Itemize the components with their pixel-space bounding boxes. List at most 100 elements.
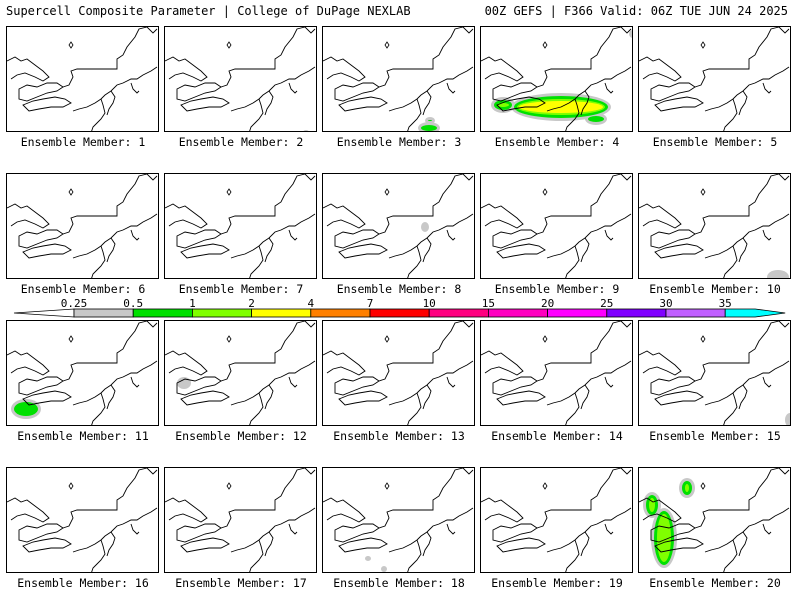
coastline <box>604 376 614 388</box>
ensemble-member-map <box>480 26 633 132</box>
diamond-marker-icon <box>384 41 390 49</box>
coastline <box>496 390 546 406</box>
coastline <box>565 245 580 278</box>
coastline <box>481 350 524 376</box>
ensemble-member-map <box>480 320 633 426</box>
coastline <box>650 376 696 396</box>
coastline <box>407 539 422 572</box>
scp-contour-area <box>428 120 432 121</box>
coastline <box>264 90 274 116</box>
colorbar-segment <box>73 308 134 318</box>
colorbar-segment <box>724 308 786 318</box>
colorbar-segment <box>547 308 608 318</box>
coastline <box>130 376 140 388</box>
diamond-marker-icon <box>226 41 232 49</box>
coastline <box>249 539 264 572</box>
coastline <box>176 376 222 396</box>
colorbar-tick-label: 7 <box>367 297 374 310</box>
coastline <box>481 203 524 229</box>
coastline <box>264 531 274 557</box>
coastline <box>7 56 50 82</box>
ensemble-member-map <box>164 467 317 573</box>
colorbar-tick-label: 30 <box>659 297 672 310</box>
coastline <box>536 27 632 88</box>
map-canvas <box>165 27 316 131</box>
scp-contour-area <box>632 33 633 35</box>
coastline <box>220 321 316 382</box>
coastline <box>22 390 72 406</box>
coastline <box>180 537 230 553</box>
coastline <box>338 96 388 112</box>
map-canvas <box>165 468 316 572</box>
diamond-marker-icon <box>542 335 548 343</box>
coastline <box>323 497 366 523</box>
map-canvas <box>323 174 474 278</box>
ensemble-member-label: Ensemble Member: 17 <box>175 576 307 590</box>
coastline <box>378 174 474 235</box>
coastline <box>18 82 64 102</box>
coastline <box>446 82 456 94</box>
diamond-marker-icon <box>700 482 706 490</box>
ensemble-member-label: Ensemble Member: 2 <box>178 135 304 149</box>
coastline <box>106 384 116 410</box>
coastline <box>492 82 538 102</box>
coastline <box>230 213 316 259</box>
coastline <box>165 350 208 376</box>
map-canvas <box>165 174 316 278</box>
ensemble-member-label: Ensemble Member: 9 <box>494 282 620 296</box>
coastline <box>72 360 158 406</box>
ensemble-member-map <box>6 467 159 573</box>
coastline <box>546 360 632 406</box>
coastline <box>62 321 158 382</box>
coastline <box>654 537 704 553</box>
colorbar-segment <box>428 308 489 318</box>
ensemble-member-map <box>6 320 159 426</box>
coastline <box>220 27 316 88</box>
coastline <box>565 392 580 425</box>
scp-contour-area <box>588 116 604 122</box>
coastline <box>62 468 158 529</box>
coastline <box>654 243 704 259</box>
diamond-marker-icon <box>226 188 232 196</box>
coastline <box>738 237 748 263</box>
diamond-marker-icon <box>700 41 706 49</box>
coastline <box>536 321 632 382</box>
coastline <box>323 203 366 229</box>
colorbar-tick-label: 20 <box>541 297 554 310</box>
ensemble-member-label: Ensemble Member: 19 <box>491 576 623 590</box>
coastline <box>62 174 158 235</box>
coastline <box>407 392 422 425</box>
map-canvas <box>481 321 632 425</box>
coastline <box>407 98 422 131</box>
scp-contour-area <box>177 377 191 389</box>
diamond-marker-icon <box>226 482 232 490</box>
ensemble-member-label: Ensemble Member: 15 <box>649 429 781 443</box>
coastline <box>18 523 64 543</box>
map-canvas <box>481 174 632 278</box>
coastline <box>334 82 380 102</box>
coastline <box>62 27 158 88</box>
coastline <box>249 245 264 278</box>
colorbar-tick-label: 10 <box>423 297 436 310</box>
ensemble-member-map <box>638 26 791 132</box>
coastline <box>496 96 546 112</box>
coastline <box>738 384 748 410</box>
coastline <box>7 203 50 229</box>
coastline <box>7 350 50 376</box>
coastline <box>496 243 546 259</box>
colorbar-segment <box>369 308 430 318</box>
coastline <box>704 360 790 406</box>
ensemble-member-label: Ensemble Member: 20 <box>649 576 781 590</box>
coastline <box>378 27 474 88</box>
coastline <box>72 213 158 259</box>
colorbar-segment <box>606 308 667 318</box>
coastline <box>249 98 264 131</box>
ensemble-member-map <box>480 467 633 573</box>
coastline <box>230 66 316 112</box>
coastline <box>338 537 388 553</box>
coastline <box>762 376 772 388</box>
coastline <box>323 350 366 376</box>
map-canvas <box>7 174 158 278</box>
valid-time-label: 00Z GEFS | F366 Valid: 06Z TUE JUN 24 20… <box>484 4 788 18</box>
colorbar-tick-label: 1 <box>189 297 196 310</box>
